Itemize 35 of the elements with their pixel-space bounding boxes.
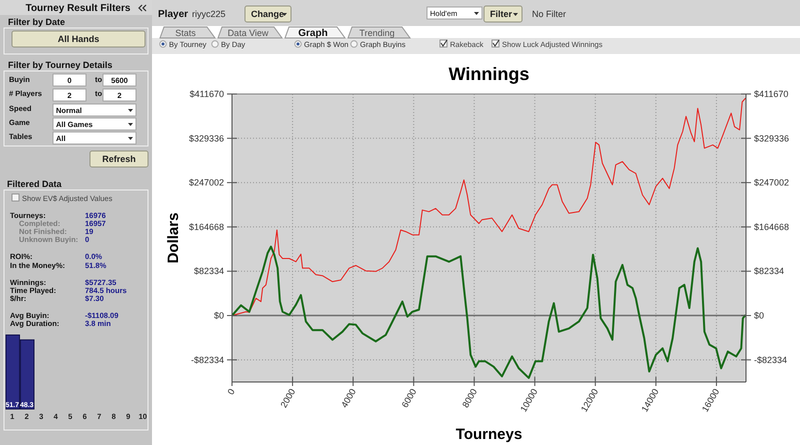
- y2-tick-label: $411670: [754, 89, 788, 99]
- line-series: [232, 98, 746, 316]
- text: Graph: [298, 28, 328, 39]
- x-tick-label: 0: [226, 387, 237, 396]
- y2-tick-label: $0: [754, 310, 764, 321]
- y-tick-label: $247002: [188, 178, 224, 188]
- y-tick-label: -$82334: [190, 354, 224, 365]
- text: riyyc225: [192, 9, 226, 19]
- text: Player: [158, 9, 188, 20]
- x-axis-title: Tourneys: [456, 426, 522, 443]
- y2-tick-label: $329336: [754, 133, 790, 144]
- y-tick-label: $329336: [188, 133, 224, 144]
- text: No Filter: [532, 9, 566, 19]
- text: Trending: [359, 28, 395, 38]
- text: Stats: [175, 28, 196, 38]
- y-tick-label: $82334: [194, 266, 224, 276]
- chart-title: Winnings: [448, 64, 530, 84]
- text: Change: [251, 9, 284, 19]
- y2-tick-label: $164668: [754, 222, 790, 232]
- text: Filtered Data: [7, 179, 63, 189]
- text: Filter by Tourney Details: [8, 60, 112, 70]
- y-axis-title: Dollars: [165, 212, 182, 264]
- y-tick-label: $164668: [188, 222, 224, 232]
- text: Data View: [228, 28, 269, 38]
- y-tick-label: $411670: [190, 89, 224, 99]
- y2-tick-label: $82334: [754, 266, 784, 276]
- y2-tick-label: -$82334: [754, 354, 788, 365]
- text: All Hands: [58, 34, 100, 44]
- y-tick-label: $0: [214, 310, 224, 321]
- text: Refresh: [102, 154, 136, 164]
- text: Filter: [490, 9, 512, 19]
- text: Tourney Result Filters: [26, 3, 131, 14]
- line-series: [231, 246, 747, 379]
- text: Filter by Date: [8, 17, 66, 27]
- y2-tick-label: $247002: [754, 178, 790, 188]
